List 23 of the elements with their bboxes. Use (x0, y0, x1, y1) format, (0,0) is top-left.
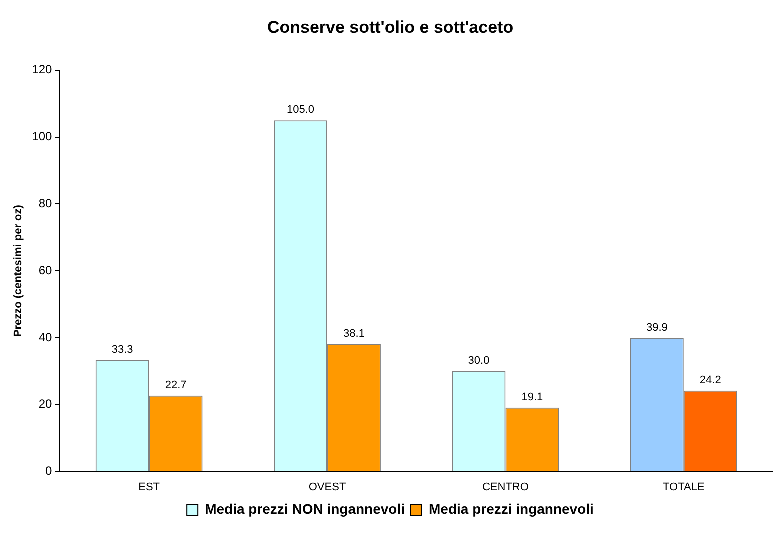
data-label: 19.1 (522, 391, 544, 404)
x-tick-label: EST (138, 481, 160, 494)
x-tick-label: CENTRO (482, 481, 530, 494)
data-label: 105.0 (287, 104, 315, 116)
x-tick-label: OVEST (308, 481, 346, 494)
y-axis-title: Prezzo (centesimi per oz) (12, 204, 25, 338)
x-tick-label: TOTALE (663, 481, 705, 494)
chart-title: Conserve sott'olio e sott'aceto (267, 18, 514, 37)
y-tick-label: 120 (32, 62, 53, 77)
data-label: 33.3 (112, 344, 134, 356)
y-tick-label: 60 (38, 263, 53, 278)
y-tick-label: 80 (38, 196, 53, 211)
data-label: 24.2 (700, 374, 722, 386)
legend-label: Media prezzi ingannevoli (429, 500, 594, 517)
y-tick-label: 20 (38, 397, 53, 412)
y-tick-label: 0 (46, 464, 53, 478)
data-label: 30.0 (468, 354, 490, 367)
y-tick-label: 40 (38, 330, 53, 344)
legend-label: Media prezzi NON ingannevoli (205, 500, 406, 517)
data-label: 22.7 (165, 379, 187, 392)
y-tick-label: 100 (32, 130, 53, 144)
data-label: 39.9 (646, 322, 668, 334)
data-label: 38.1 (344, 328, 365, 340)
